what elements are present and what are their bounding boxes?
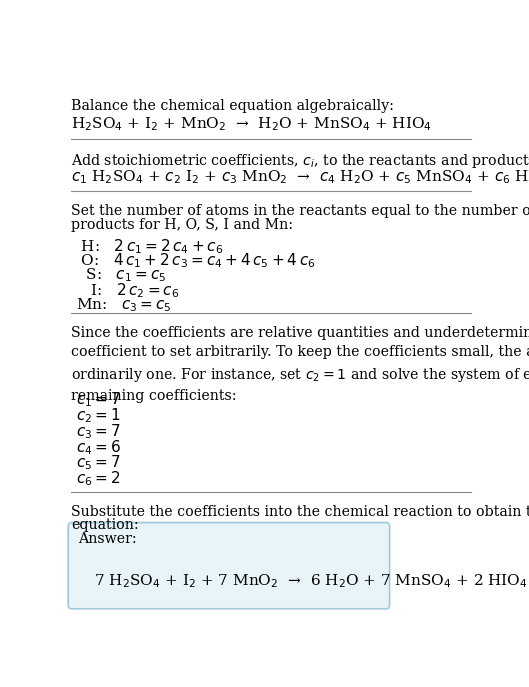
Text: Substitute the coefficients into the chemical reaction to obtain the balanced: Substitute the coefficients into the che… <box>71 504 529 519</box>
FancyBboxPatch shape <box>68 523 389 609</box>
Text: Mn:   $c_3 = c_5$: Mn: $c_3 = c_5$ <box>76 296 172 314</box>
Text: Answer:: Answer: <box>78 532 137 546</box>
Text: $c_1 = 7$: $c_1 = 7$ <box>76 390 121 409</box>
Text: H:   $2\,c_1 = 2\,c_4 + c_6$: H: $2\,c_1 = 2\,c_4 + c_6$ <box>76 237 224 256</box>
Text: $c_3 = 7$: $c_3 = 7$ <box>76 422 121 441</box>
Text: 7 H$_2$SO$_4$ + I$_2$ + 7 MnO$_2$  →  6 H$_2$O + 7 MnSO$_4$ + 2 HIO$_4$: 7 H$_2$SO$_4$ + I$_2$ + 7 MnO$_2$ → 6 H$… <box>94 572 528 590</box>
Text: Set the number of atoms in the reactants equal to the number of atoms in the: Set the number of atoms in the reactants… <box>71 204 529 218</box>
Text: $c_6 = 2$: $c_6 = 2$ <box>76 470 121 488</box>
Text: Add stoichiometric coefficients, $c_i$, to the reactants and products:: Add stoichiometric coefficients, $c_i$, … <box>71 152 529 170</box>
Text: Since the coefficients are relative quantities and underdetermined, choose a
coe: Since the coefficients are relative quan… <box>71 326 529 403</box>
Text: O:   $4\,c_1 + 2\,c_3 = c_4 + 4\,c_5 + 4\,c_6$: O: $4\,c_1 + 2\,c_3 = c_4 + 4\,c_5 + 4\,… <box>76 251 316 271</box>
Text: I:   $2\,c_2 = c_6$: I: $2\,c_2 = c_6$ <box>76 282 180 300</box>
Text: H$_2$SO$_4$ + I$_2$ + MnO$_2$  →  H$_2$O + MnSO$_4$ + HIO$_4$: H$_2$SO$_4$ + I$_2$ + MnO$_2$ → H$_2$O +… <box>71 116 432 133</box>
Text: equation:: equation: <box>71 518 139 532</box>
Text: Balance the chemical equation algebraically:: Balance the chemical equation algebraica… <box>71 100 395 113</box>
Text: $c_1$ H$_2$SO$_4$ + $c_2$ I$_2$ + $c_3$ MnO$_2$  →  $c_4$ H$_2$O + $c_5$ MnSO$_4: $c_1$ H$_2$SO$_4$ + $c_2$ I$_2$ + $c_3$ … <box>71 168 529 186</box>
Text: $c_2 = 1$: $c_2 = 1$ <box>76 406 121 425</box>
Text: S:   $c_1 = c_5$: S: $c_1 = c_5$ <box>76 267 167 284</box>
Text: $c_5 = 7$: $c_5 = 7$ <box>76 454 121 473</box>
Text: $c_4 = 6$: $c_4 = 6$ <box>76 438 122 457</box>
Text: products for H, O, S, I and Mn:: products for H, O, S, I and Mn: <box>71 218 294 232</box>
